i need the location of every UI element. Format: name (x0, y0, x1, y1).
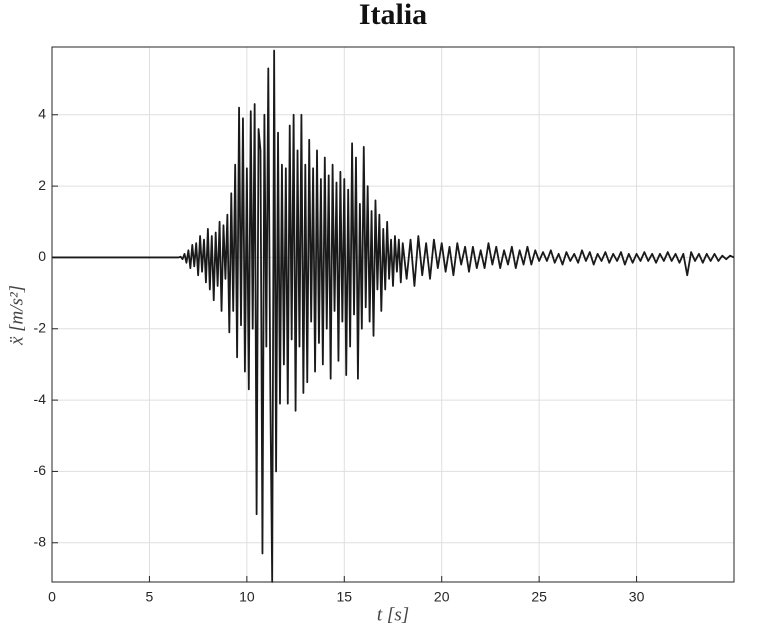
y-axis-label: ẍ [m/s²] (6, 285, 27, 346)
x-axis-label: t [s] (377, 604, 409, 625)
x-tick-label: 10 (239, 589, 255, 605)
y-tick-label: -8 (34, 533, 47, 549)
x-tick-label: 15 (336, 589, 352, 605)
x-tick-label: 0 (48, 589, 56, 605)
y-tick-label: 0 (38, 248, 46, 264)
y-tick-label: -4 (34, 391, 47, 407)
y-tick-label: 2 (38, 177, 46, 193)
y-tick-label: -2 (34, 319, 47, 335)
grid (51, 47, 734, 582)
axes-box (51, 46, 735, 583)
x-tick-label: 20 (434, 589, 450, 605)
x-tick-label: 5 (146, 589, 154, 605)
y-tick-label: -6 (34, 462, 47, 478)
signal-line (52, 49, 735, 583)
chart-title: Italia (359, 0, 427, 31)
y-tick-label: 4 (38, 105, 46, 121)
x-tick-label: 25 (531, 589, 547, 605)
x-tick-label: 30 (629, 589, 645, 605)
plot (52, 49, 735, 583)
